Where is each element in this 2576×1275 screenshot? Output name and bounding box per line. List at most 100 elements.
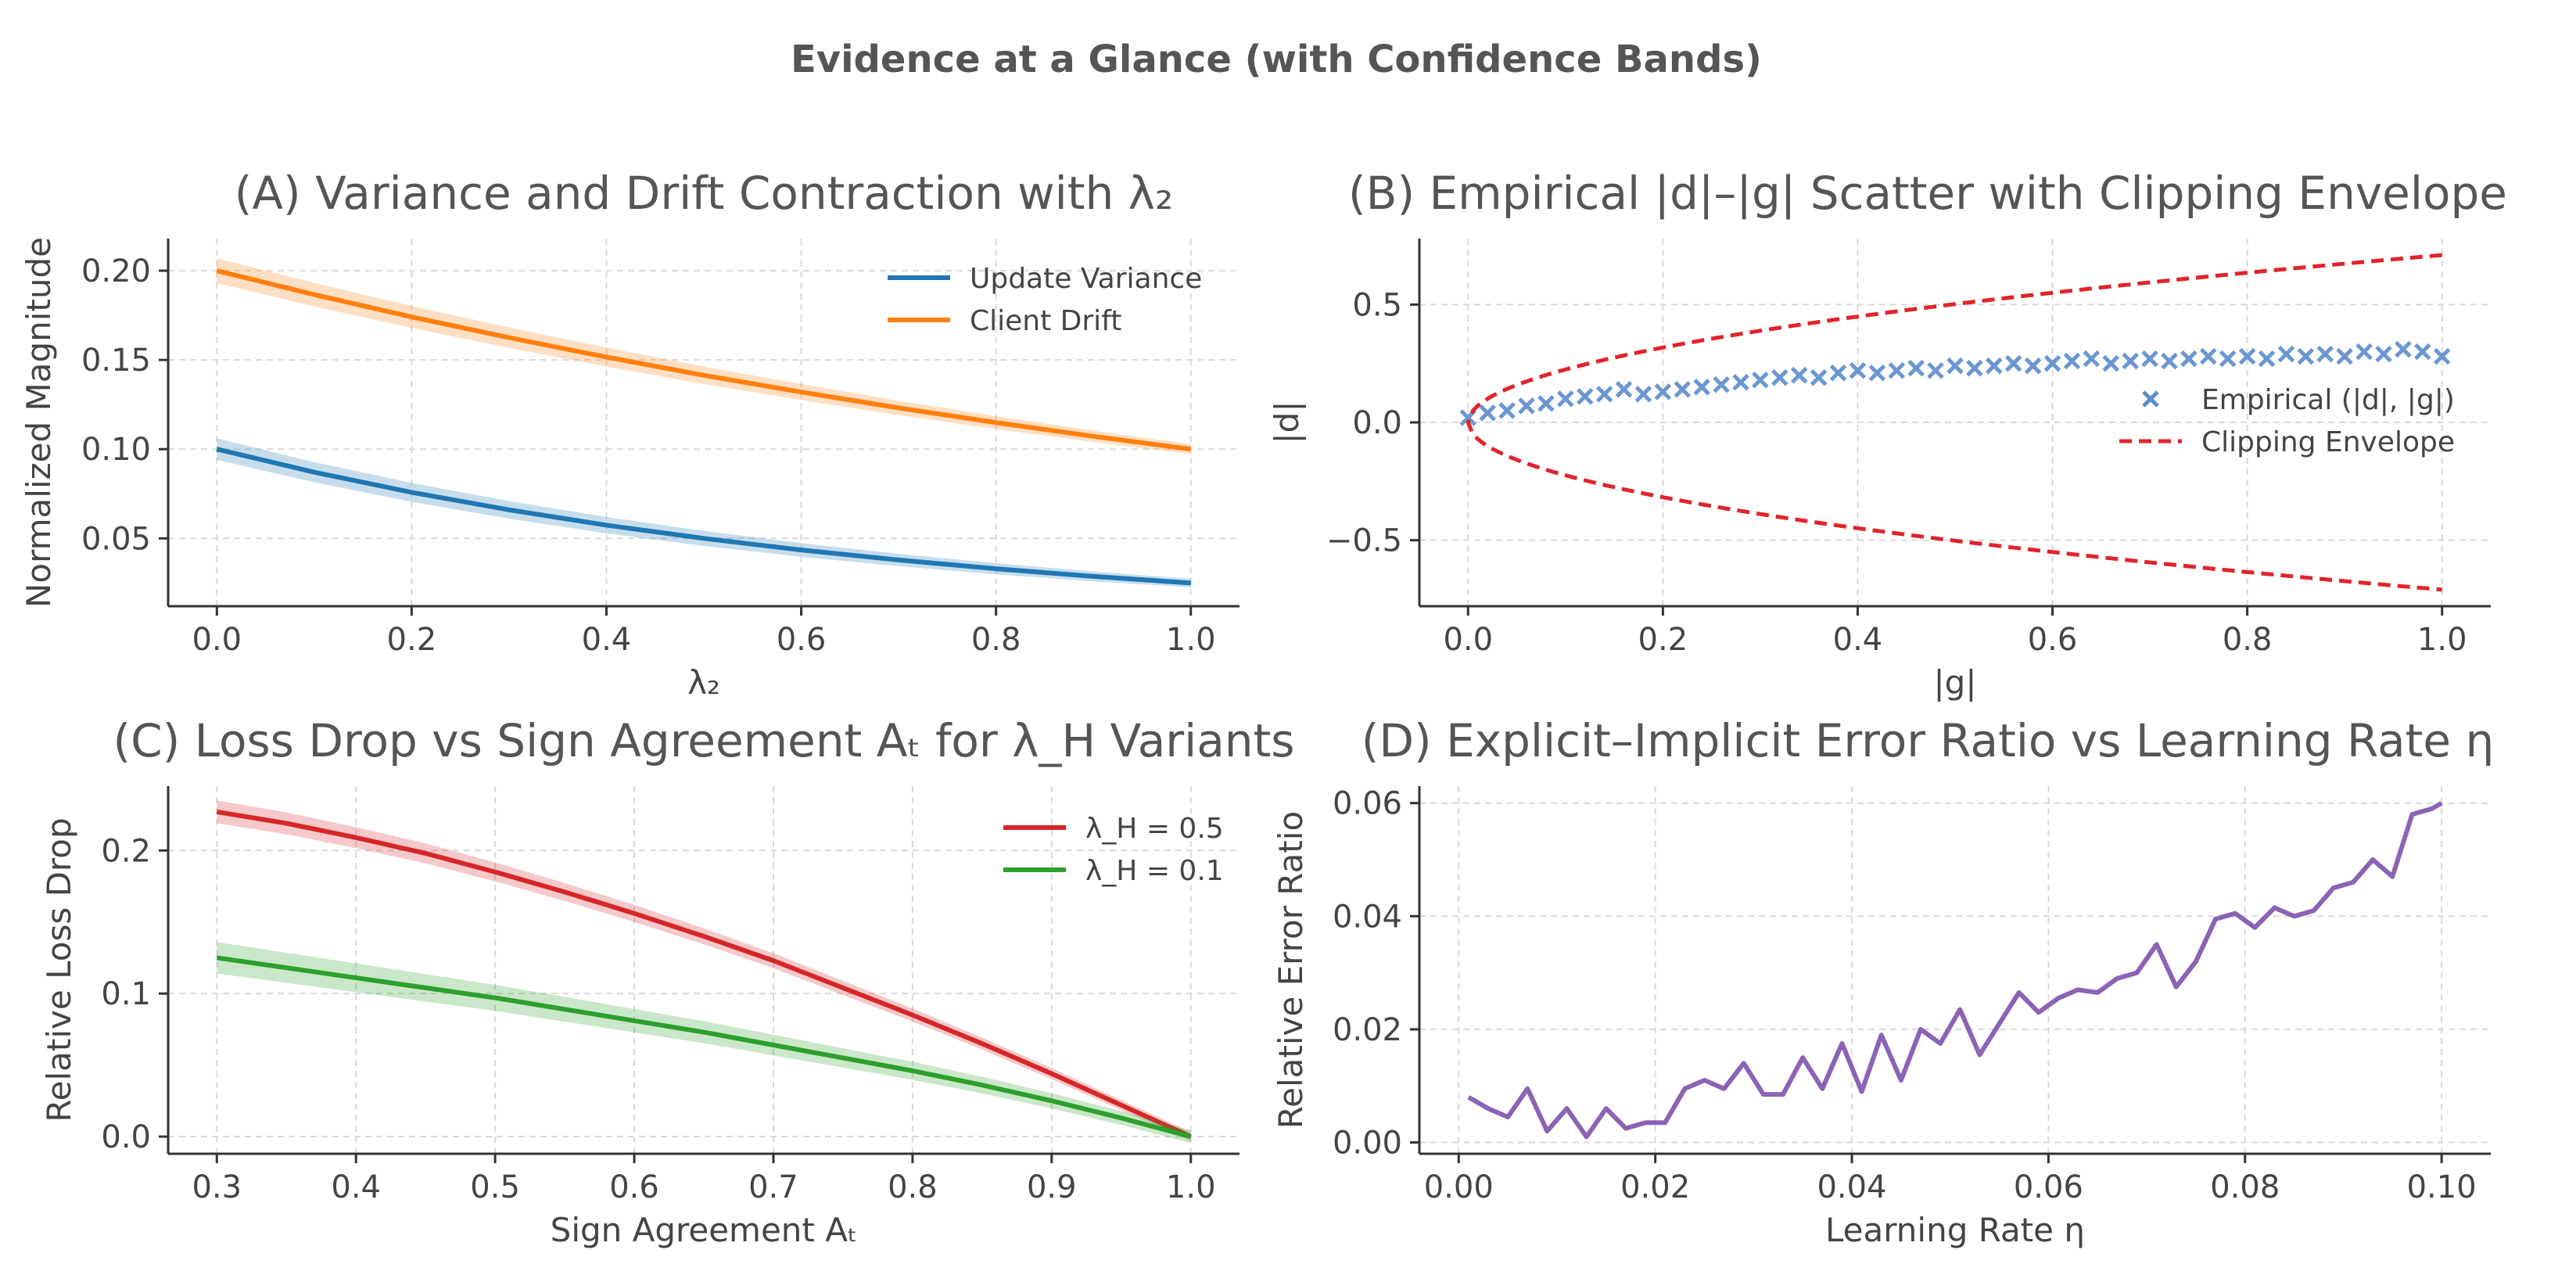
x-tick-label: 0.04 xyxy=(1817,1169,1886,1205)
legend-label: λ_H = 0.5 xyxy=(1085,813,1224,845)
scatter-point xyxy=(2316,345,2334,363)
scatter-point xyxy=(2258,350,2276,368)
x-tick-label: 0.0 xyxy=(192,622,242,658)
legend-label: λ_H = 0.1 xyxy=(1085,855,1224,887)
y-tick-label: 0.02 xyxy=(1333,1012,1402,1048)
scatter-point xyxy=(1868,364,1886,382)
legend-label: Update Variance xyxy=(970,263,1202,295)
scatter-point xyxy=(2219,350,2237,368)
x-axis-label: Sign Agreement Aₜ xyxy=(551,1211,858,1249)
scatter-point xyxy=(2414,343,2431,361)
x-tick-label: 0.06 xyxy=(2014,1169,2083,1205)
scatter-point xyxy=(2122,352,2139,370)
x-tick-label: 0.5 xyxy=(470,1169,520,1205)
scatter-point xyxy=(1810,368,1828,386)
scatter-point xyxy=(2297,347,2315,365)
scatter-point xyxy=(1849,361,1867,379)
scatter-point xyxy=(1732,374,1749,391)
y-tick-label: 0.5 xyxy=(1352,287,1402,323)
x-tick-label: 0.6 xyxy=(2028,622,2078,658)
scatter-point xyxy=(2200,347,2217,365)
panel-title: (C) Loss Drop vs Sign Agreement Aₜ for λ… xyxy=(113,714,1294,767)
panel-c: (C) Loss Drop vs Sign Agreement Aₜ for λ… xyxy=(40,714,1295,1249)
scatter-point xyxy=(2238,347,2256,365)
scatter-point xyxy=(1790,366,1808,384)
scatter-point xyxy=(2102,354,2120,372)
panel-d: (D) Explicit–Implicit Error Ratio vs Lea… xyxy=(1272,714,2494,1249)
y-axis-label: Relative Error Ratio xyxy=(1272,811,1310,1129)
confidence-band xyxy=(217,800,1191,1141)
scatter-point xyxy=(2277,345,2295,363)
scatter-point xyxy=(1986,357,2003,375)
series-line xyxy=(216,447,1191,586)
scatter-point xyxy=(1693,379,1710,396)
scatter-point xyxy=(1713,376,1730,393)
figure-suptitle: Evidence at a Glance (with Confidence Ba… xyxy=(791,38,1762,81)
x-tick-label: 1.0 xyxy=(1166,622,1216,658)
series-line xyxy=(216,268,1192,452)
x-tick-label: 0.7 xyxy=(748,1169,798,1205)
y-tick-label: −0.5 xyxy=(1326,523,1402,559)
scatter-point xyxy=(1927,361,1944,379)
x-tick-label: 0.4 xyxy=(1833,622,1883,658)
x-tick-label: 0.8 xyxy=(971,622,1021,658)
x-tick-label: 0.2 xyxy=(387,622,437,658)
scatter-point xyxy=(2180,350,2197,368)
scatter-point xyxy=(2355,343,2373,361)
y-tick-label: 0.0 xyxy=(101,1119,151,1155)
confidence-band xyxy=(217,438,1191,587)
scatter-point xyxy=(1946,357,1964,375)
scatter-point xyxy=(2024,357,2042,375)
scatter-point xyxy=(2004,354,2022,372)
y-axis-label: Normalized Magnitude xyxy=(20,237,58,608)
scatter-point xyxy=(1674,381,1692,398)
scatter-point xyxy=(2375,345,2392,363)
scatter-point xyxy=(1752,372,1769,389)
y-tick-label: 0.06 xyxy=(1333,786,1402,822)
x-axis-label: |g| xyxy=(1934,663,1977,702)
scatter-point xyxy=(1615,381,1633,398)
y-tick-label: 0.20 xyxy=(81,253,151,289)
series-line xyxy=(216,955,1192,1139)
scatter-point xyxy=(1771,368,1788,386)
scatter-point xyxy=(1907,359,1925,377)
panel-b: (B) Empirical |d|–|g| Scatter with Clipp… xyxy=(1268,167,2507,702)
x-tick-label: 0.4 xyxy=(331,1169,381,1205)
scatter-point xyxy=(1888,361,1906,379)
panel-title: (D) Explicit–Implicit Error Ratio vs Lea… xyxy=(1362,714,2495,767)
x-tick-label: 0.6 xyxy=(777,622,827,658)
scatter-point xyxy=(1537,395,1555,412)
x-tick-label: 0.8 xyxy=(2223,622,2273,658)
y-tick-label: 0.05 xyxy=(81,521,151,557)
legend-label: Clipping Envelope xyxy=(2201,426,2455,458)
x-tick-label: 0.08 xyxy=(2210,1169,2280,1205)
x-axis-label: λ₂ xyxy=(687,663,720,702)
clipping-envelope-line xyxy=(1466,253,2442,592)
scatter-point xyxy=(2063,352,2081,370)
x-tick-label: 1.0 xyxy=(2417,622,2467,658)
y-axis-label: Relative Loss Drop xyxy=(40,817,78,1122)
y-tick-label: 0.10 xyxy=(81,432,151,468)
x-tick-label: 1.0 xyxy=(1166,1169,1216,1205)
y-tick-label: 0.15 xyxy=(81,343,151,379)
y-tick-label: 0.1 xyxy=(101,976,151,1012)
scatter-point xyxy=(1576,388,1594,405)
x-axis-label: Learning Rate η xyxy=(1825,1211,2085,1249)
legend-swatch xyxy=(2142,390,2159,408)
x-tick-label: 0.02 xyxy=(1620,1169,1690,1205)
series-line xyxy=(216,809,1192,1139)
x-tick-label: 0.8 xyxy=(888,1169,938,1205)
scatter-point xyxy=(1654,383,1672,400)
scatter-point xyxy=(2141,350,2158,368)
scatter-point xyxy=(1634,386,1652,403)
scatter-point xyxy=(1518,397,1535,415)
scatter-point xyxy=(2161,352,2178,370)
legend-label: Client Drift xyxy=(970,305,1121,337)
scatter-point xyxy=(1829,364,1847,382)
x-tick-label: 0.2 xyxy=(1638,622,1688,658)
legend-label: Empirical (|d|, |g|) xyxy=(2201,384,2455,416)
x-tick-label: 0.3 xyxy=(192,1169,242,1205)
panel-title: (B) Empirical |d|–|g| Scatter with Clipp… xyxy=(1348,167,2507,220)
x-tick-label: 0.4 xyxy=(582,622,632,658)
